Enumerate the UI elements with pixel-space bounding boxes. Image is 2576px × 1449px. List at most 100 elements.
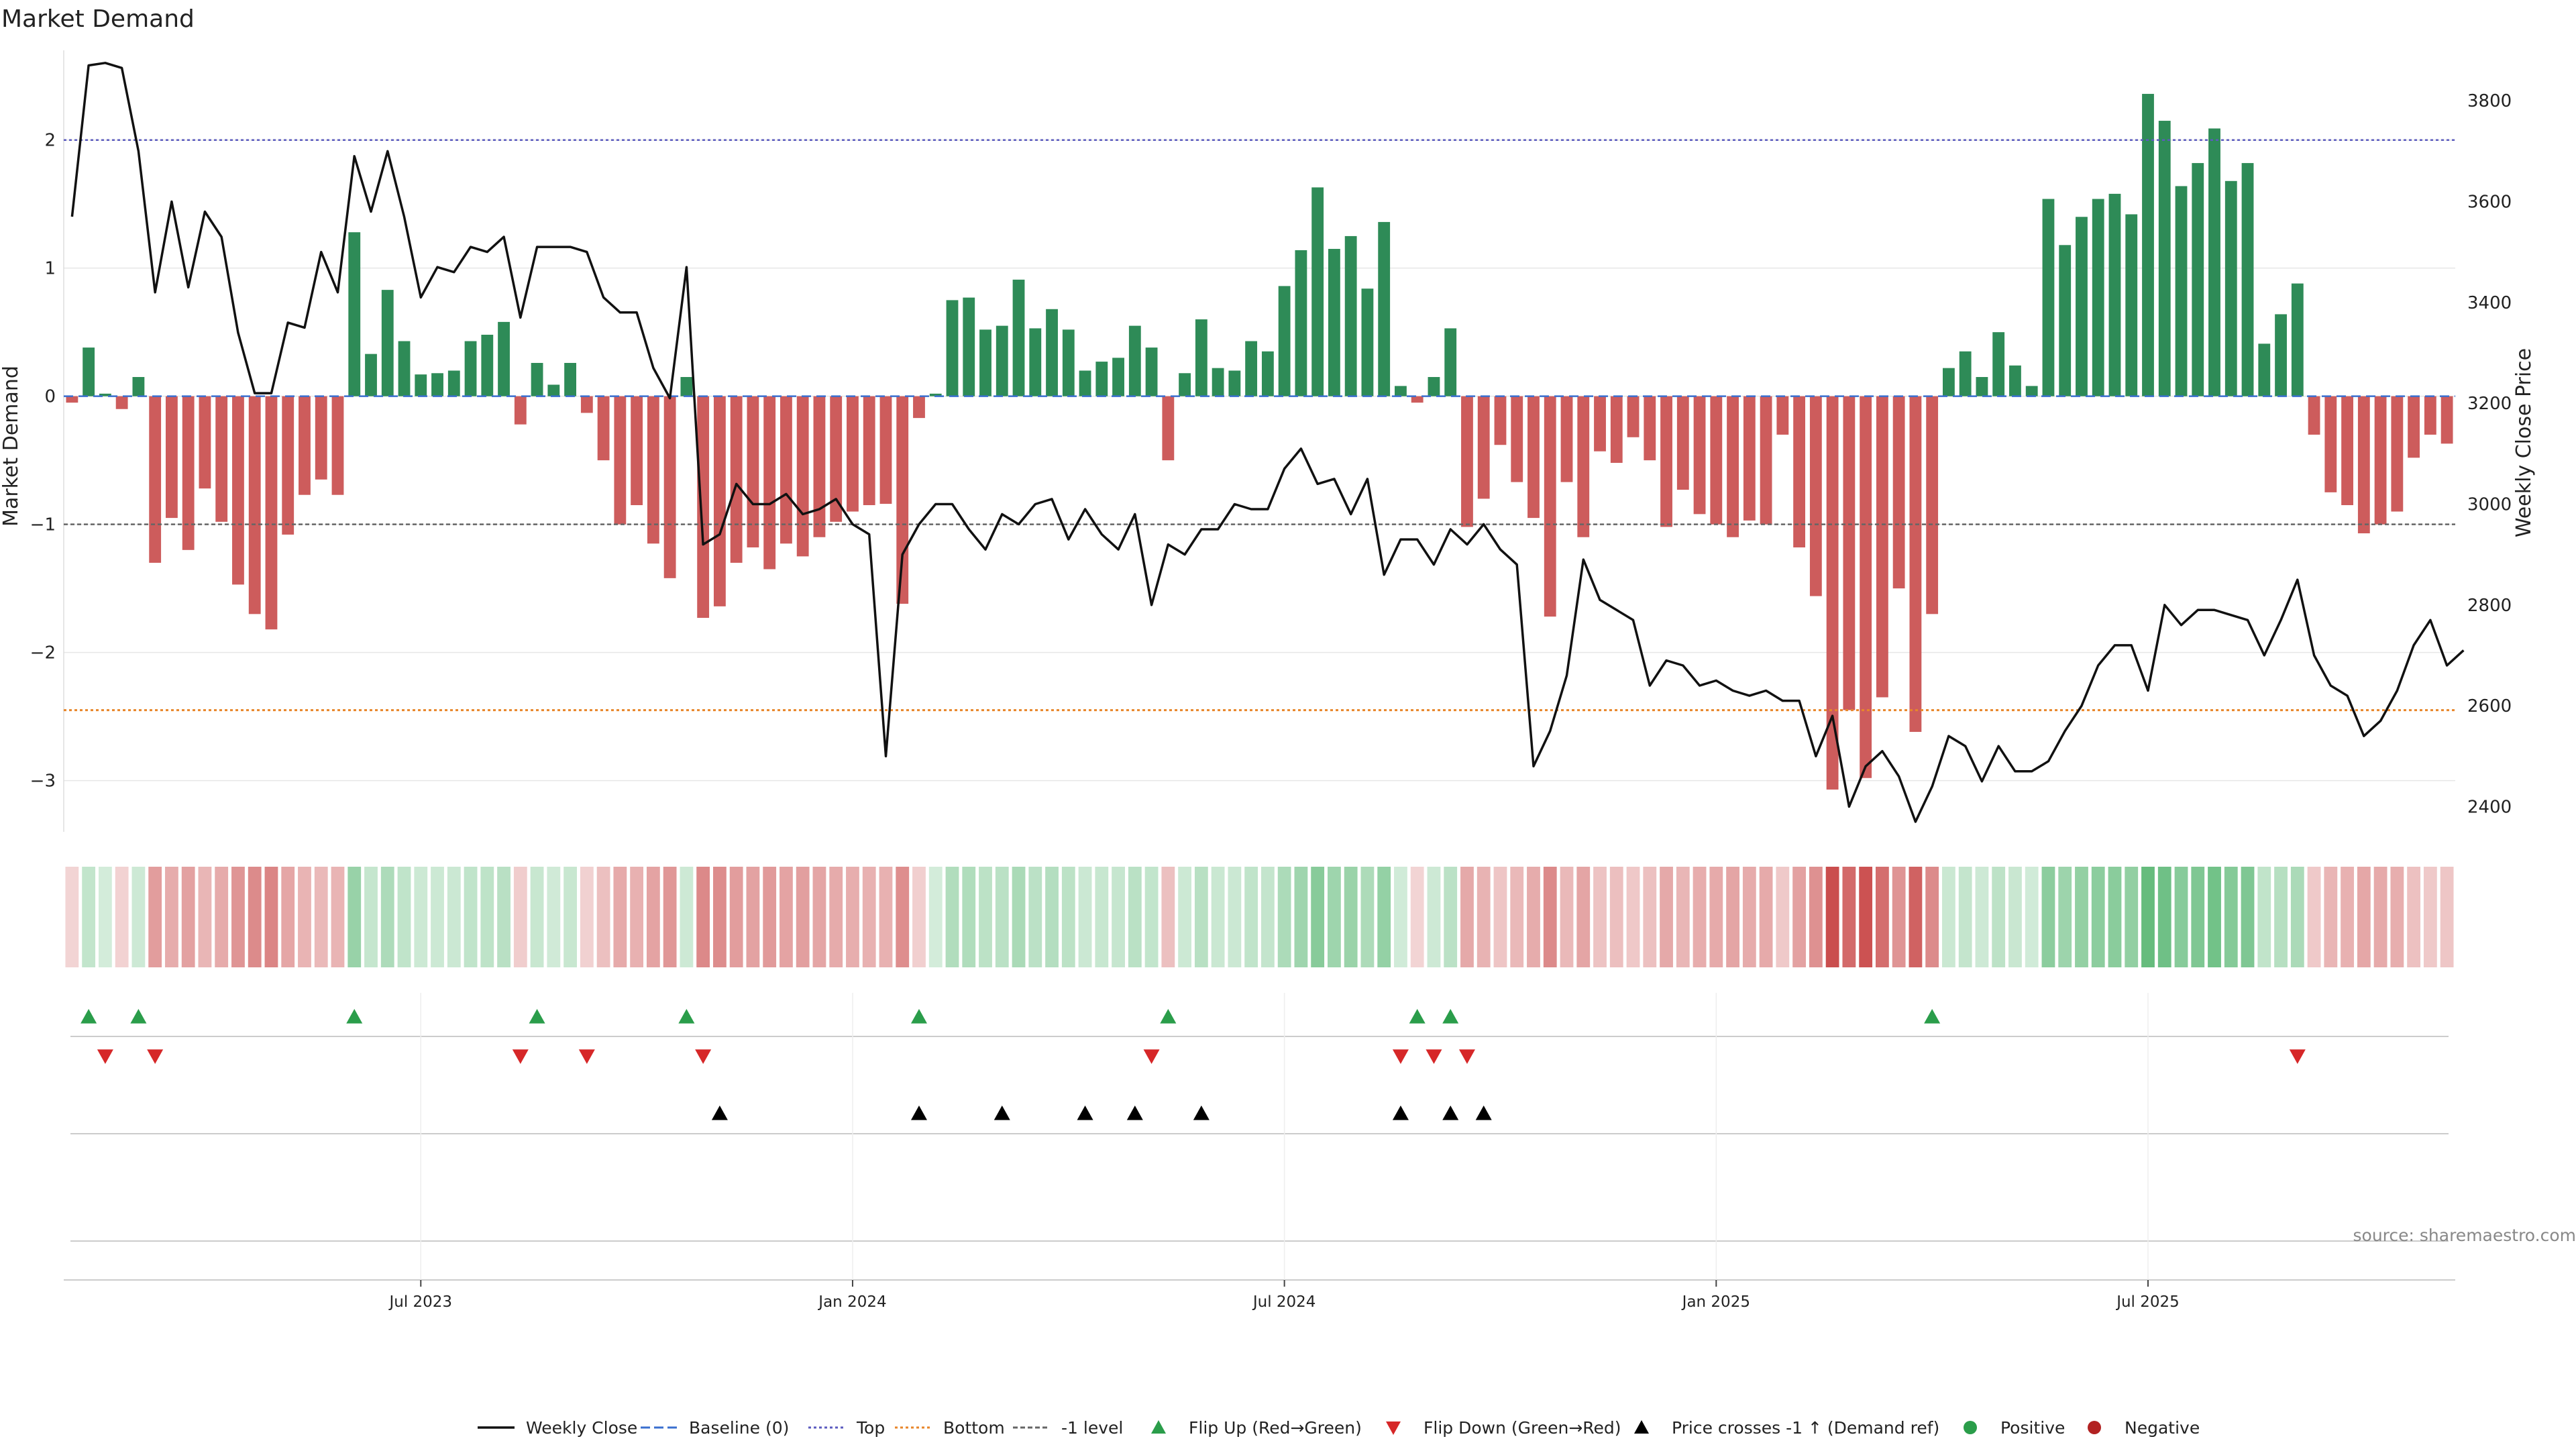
demand-bar xyxy=(1793,396,1806,548)
demand-bar xyxy=(2440,396,2453,444)
heat-cell xyxy=(663,867,677,967)
heat-cell xyxy=(98,867,112,967)
demand-bar xyxy=(730,396,743,563)
demand-bar xyxy=(199,396,211,489)
heat-cell xyxy=(464,867,478,967)
demand-bar xyxy=(1976,377,1988,396)
demand-bar xyxy=(365,354,377,396)
heat-cell xyxy=(1012,867,1026,967)
left-tick-label: 0 xyxy=(44,387,56,407)
price-cross-marker xyxy=(1442,1106,1459,1120)
heat-cell xyxy=(414,867,428,967)
heat-cell xyxy=(696,867,710,967)
demand-bar xyxy=(2125,214,2138,396)
heat-cell xyxy=(1360,867,1375,967)
price-cross-marker xyxy=(994,1106,1010,1120)
left-tick-label: 1 xyxy=(44,259,56,279)
demand-bar xyxy=(1295,250,1307,396)
demand-bar xyxy=(132,377,145,396)
demand-bar xyxy=(2408,396,2420,458)
heat-cell xyxy=(1377,867,1391,967)
demand-bar xyxy=(2042,199,2055,396)
demand-bar xyxy=(1544,396,1556,617)
legend-label: Top xyxy=(856,1418,885,1438)
heat-cell xyxy=(2257,867,2271,967)
heat-cell xyxy=(896,867,910,967)
heat-cell xyxy=(2091,867,2105,967)
legend-label: Negative xyxy=(2125,1418,2200,1438)
flip-down-marker xyxy=(147,1049,164,1064)
heat-cell xyxy=(630,867,644,967)
demand-bar xyxy=(265,396,278,630)
heat-cell xyxy=(2274,867,2288,967)
heat-cell xyxy=(613,867,627,967)
demand-bar xyxy=(2424,396,2436,435)
heat-cell xyxy=(1925,867,1939,967)
demand-bar xyxy=(1344,235,1357,396)
demand-bar xyxy=(580,396,593,413)
demand-bar xyxy=(2258,343,2271,396)
demand-bar xyxy=(1892,396,1905,589)
demand-bar xyxy=(2025,386,2038,396)
heat-cell xyxy=(1543,867,1557,967)
date-tick-label: Jan 2024 xyxy=(817,1293,886,1311)
demand-bar xyxy=(299,396,311,495)
heat-cell xyxy=(846,867,859,967)
legend-circle-icon xyxy=(1964,1421,1977,1434)
heat-cell xyxy=(1211,867,1225,967)
heat-cell xyxy=(1809,867,1823,967)
demand-bar xyxy=(796,396,809,557)
heat-cell xyxy=(1028,867,1042,967)
heat-cell xyxy=(497,867,511,967)
heat-cell xyxy=(1427,867,1441,967)
demand-bar xyxy=(929,393,942,396)
flip-up-marker xyxy=(130,1009,147,1024)
demand-bar xyxy=(547,384,560,396)
demand-bar xyxy=(1676,396,1689,490)
legend-label: Positive xyxy=(2000,1418,2065,1438)
price-cross-marker xyxy=(1193,1106,1210,1120)
source-note: source: sharemaestro.com xyxy=(2353,1226,2576,1245)
heat-cell xyxy=(131,867,146,967)
demand-bar xyxy=(2108,193,2121,396)
heat-cell xyxy=(397,867,411,967)
demand-bar xyxy=(1079,370,1091,396)
demand-bar xyxy=(2224,180,2237,396)
demand-bar xyxy=(847,396,859,512)
demand-bar xyxy=(282,396,294,535)
demand-bar xyxy=(1826,396,1839,790)
demand-bar xyxy=(2009,365,2021,396)
demand-bar xyxy=(447,370,460,396)
demand-bar xyxy=(398,341,411,396)
heat-cell xyxy=(1875,867,1889,967)
heat-cell xyxy=(1676,867,1690,967)
heat-cell xyxy=(1958,867,1972,967)
price-cross-marker xyxy=(1077,1106,1093,1120)
demand-bar xyxy=(2324,396,2337,492)
heat-cell xyxy=(746,867,760,967)
heat-cell xyxy=(1792,867,1807,967)
demand-bar xyxy=(1444,328,1457,396)
heat-cell xyxy=(1510,867,1524,967)
right-axis-label: Weekly Close Price xyxy=(2512,348,2536,537)
demand-bar xyxy=(2175,186,2188,396)
demand-bar xyxy=(913,396,925,419)
heat-cell xyxy=(1344,867,1358,967)
price-cross-marker xyxy=(711,1106,728,1120)
heat-cell xyxy=(1576,867,1591,967)
heat-cell xyxy=(1128,867,1142,967)
demand-bar xyxy=(1278,286,1291,396)
heat-cell xyxy=(264,867,278,967)
demand-bar xyxy=(1228,370,1241,396)
heat-cell xyxy=(1228,867,1242,967)
right-tick-label: 3200 xyxy=(2467,394,2512,414)
demand-bar xyxy=(1012,279,1025,396)
demand-bar xyxy=(215,396,228,522)
demand-bar xyxy=(1212,368,1224,396)
heat-cell xyxy=(829,867,843,967)
heat-cell xyxy=(945,867,959,967)
heat-cell xyxy=(1460,867,1474,967)
heat-cell xyxy=(580,867,594,967)
demand-bar xyxy=(1876,396,1888,698)
heat-cell xyxy=(331,867,345,967)
